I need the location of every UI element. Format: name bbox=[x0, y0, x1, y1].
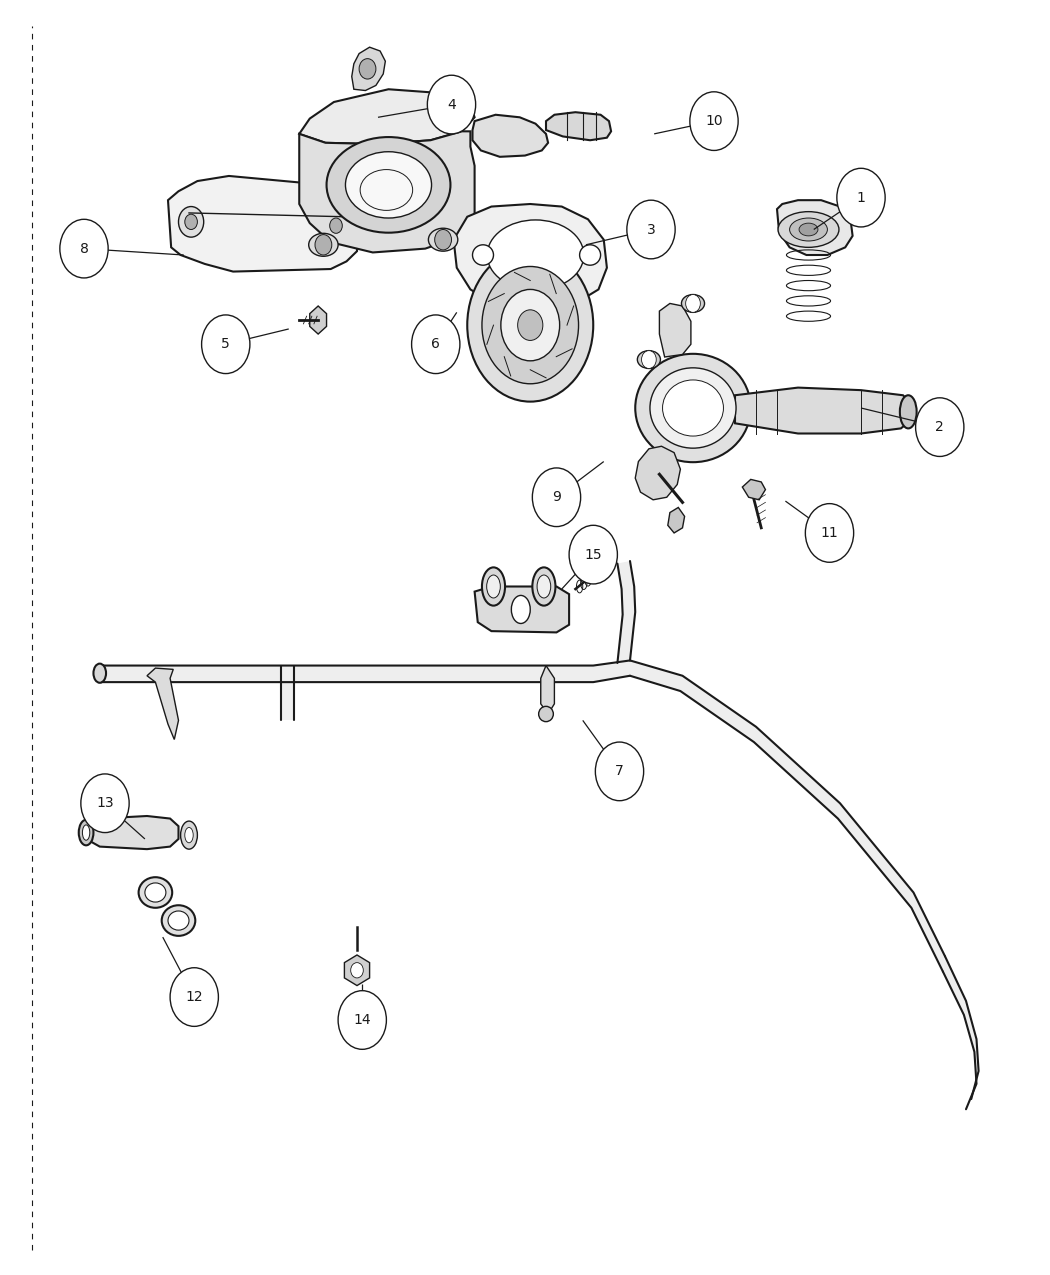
Text: 7: 7 bbox=[615, 765, 624, 778]
Polygon shape bbox=[454, 204, 607, 309]
Polygon shape bbox=[617, 561, 635, 663]
Ellipse shape bbox=[309, 233, 338, 256]
Ellipse shape bbox=[168, 910, 189, 931]
Polygon shape bbox=[635, 446, 680, 500]
Polygon shape bbox=[659, 303, 691, 357]
Polygon shape bbox=[541, 666, 554, 714]
Polygon shape bbox=[630, 660, 945, 972]
Text: 5: 5 bbox=[222, 338, 230, 351]
Ellipse shape bbox=[185, 827, 193, 843]
Polygon shape bbox=[281, 666, 294, 720]
Circle shape bbox=[359, 59, 376, 79]
Circle shape bbox=[686, 295, 700, 312]
Text: 14: 14 bbox=[354, 1014, 371, 1026]
Ellipse shape bbox=[482, 567, 505, 606]
Ellipse shape bbox=[511, 595, 530, 623]
Ellipse shape bbox=[93, 664, 106, 683]
Ellipse shape bbox=[428, 228, 458, 251]
Ellipse shape bbox=[580, 245, 601, 265]
Ellipse shape bbox=[778, 212, 839, 247]
Polygon shape bbox=[344, 955, 370, 986]
Circle shape bbox=[916, 398, 964, 456]
Polygon shape bbox=[475, 586, 569, 632]
Circle shape bbox=[518, 310, 543, 340]
Ellipse shape bbox=[537, 575, 550, 598]
Circle shape bbox=[532, 468, 581, 527]
Circle shape bbox=[202, 315, 250, 374]
Ellipse shape bbox=[145, 882, 166, 903]
Ellipse shape bbox=[539, 706, 553, 722]
Ellipse shape bbox=[79, 820, 93, 845]
Ellipse shape bbox=[532, 567, 555, 606]
Circle shape bbox=[435, 230, 452, 250]
Ellipse shape bbox=[900, 395, 917, 428]
Ellipse shape bbox=[327, 138, 450, 232]
Polygon shape bbox=[668, 507, 685, 533]
Text: 1: 1 bbox=[857, 191, 865, 204]
Circle shape bbox=[412, 315, 460, 374]
Polygon shape bbox=[777, 200, 853, 255]
Circle shape bbox=[170, 968, 218, 1026]
Polygon shape bbox=[352, 47, 385, 91]
Text: 15: 15 bbox=[585, 548, 602, 561]
Polygon shape bbox=[100, 660, 630, 682]
Ellipse shape bbox=[487, 219, 584, 291]
Circle shape bbox=[338, 991, 386, 1049]
Circle shape bbox=[595, 742, 644, 801]
Circle shape bbox=[627, 200, 675, 259]
Polygon shape bbox=[742, 479, 765, 500]
Circle shape bbox=[501, 289, 560, 361]
Ellipse shape bbox=[162, 905, 195, 936]
Circle shape bbox=[351, 963, 363, 978]
Circle shape bbox=[330, 218, 342, 233]
Text: 13: 13 bbox=[97, 797, 113, 810]
Circle shape bbox=[323, 210, 349, 241]
Polygon shape bbox=[168, 176, 357, 272]
Circle shape bbox=[805, 504, 854, 562]
Circle shape bbox=[467, 249, 593, 402]
Polygon shape bbox=[472, 115, 548, 157]
Ellipse shape bbox=[799, 223, 818, 236]
Ellipse shape bbox=[650, 367, 736, 448]
Polygon shape bbox=[299, 89, 475, 144]
Ellipse shape bbox=[486, 575, 500, 598]
Ellipse shape bbox=[345, 152, 432, 218]
Circle shape bbox=[81, 774, 129, 833]
Circle shape bbox=[427, 75, 476, 134]
Text: 11: 11 bbox=[821, 527, 838, 539]
Circle shape bbox=[482, 266, 579, 384]
Ellipse shape bbox=[681, 295, 705, 312]
Circle shape bbox=[690, 92, 738, 150]
Text: 3: 3 bbox=[647, 223, 655, 236]
Circle shape bbox=[569, 525, 617, 584]
Ellipse shape bbox=[181, 821, 197, 849]
Circle shape bbox=[178, 207, 204, 237]
Text: 10: 10 bbox=[706, 115, 722, 128]
Circle shape bbox=[185, 214, 197, 230]
Polygon shape bbox=[86, 816, 178, 849]
Text: 4: 4 bbox=[447, 98, 456, 111]
Polygon shape bbox=[147, 668, 178, 740]
Ellipse shape bbox=[790, 218, 827, 241]
Ellipse shape bbox=[637, 351, 660, 368]
Text: 12: 12 bbox=[186, 991, 203, 1003]
Polygon shape bbox=[546, 112, 611, 140]
Ellipse shape bbox=[139, 877, 172, 908]
Ellipse shape bbox=[472, 245, 493, 265]
Polygon shape bbox=[299, 131, 475, 252]
Text: 6: 6 bbox=[432, 338, 440, 351]
Circle shape bbox=[837, 168, 885, 227]
Ellipse shape bbox=[663, 380, 723, 436]
Text: 2: 2 bbox=[936, 421, 944, 434]
Text: 8: 8 bbox=[80, 242, 88, 255]
Circle shape bbox=[315, 235, 332, 255]
Ellipse shape bbox=[635, 353, 751, 462]
Polygon shape bbox=[943, 956, 979, 1109]
Circle shape bbox=[60, 219, 108, 278]
Circle shape bbox=[642, 351, 656, 368]
Text: 9: 9 bbox=[552, 491, 561, 504]
Polygon shape bbox=[310, 306, 327, 334]
Polygon shape bbox=[735, 388, 914, 434]
Ellipse shape bbox=[83, 825, 90, 840]
